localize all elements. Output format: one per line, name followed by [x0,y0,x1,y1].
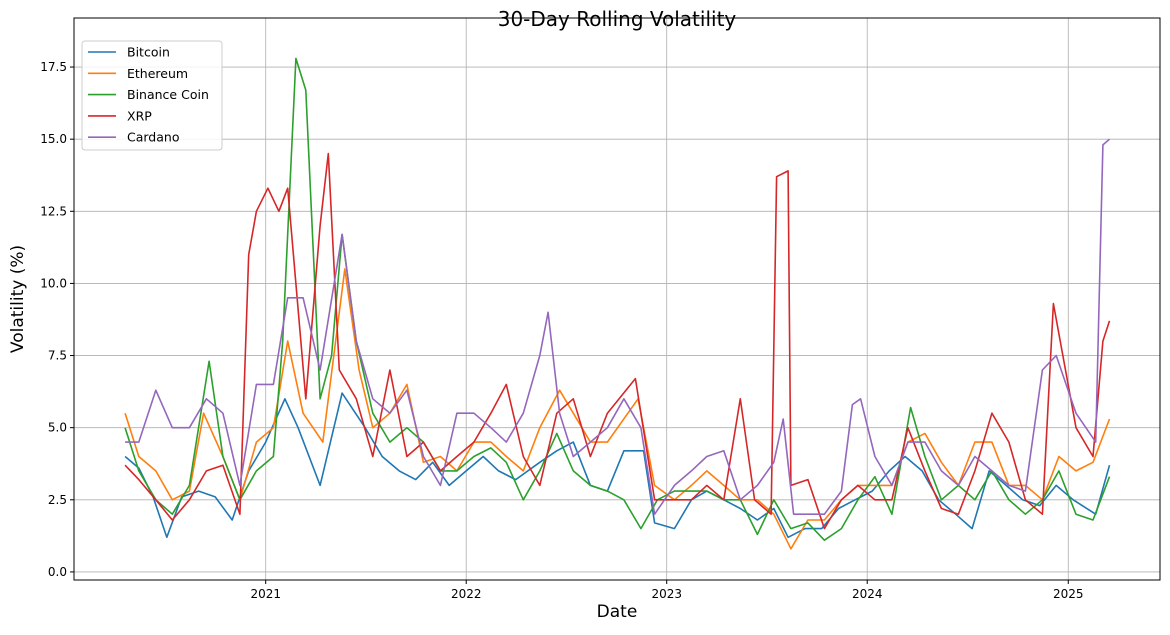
legend-label: Binance Coin [127,87,209,102]
legend-box [81,40,223,151]
chart-title: 30-Day Rolling Volatility [498,7,737,31]
y-tick-label: 12.5 [40,204,67,218]
legend: Bitcoin Ethereum Binance Coin XRP Cardano [81,40,223,151]
plot-frame [73,17,1161,581]
x-tick-label: 2024 [852,587,883,601]
legend-label: Ethereum [127,66,188,81]
y-tick-label: 15.0 [40,132,67,146]
y-tick-label: 17.5 [40,60,67,74]
series-lines [124,57,1111,550]
x-tick-label: 2022 [451,587,482,601]
series-line-bitcoin [124,392,1111,539]
x-tick-label: 2023 [651,587,682,601]
y-tick-label: 10.0 [40,276,67,290]
series-line-cardano [125,138,1111,515]
x-tick-label: 2021 [250,587,281,601]
series-line-binance-coin [124,57,1111,541]
axis-ticks: 2021 2022 2023 2024 2025 0.0 2.5 5.0 7.5 10.0 12.5… [40,60,1083,601]
x-tick-label: 2025 [1053,587,1084,601]
y-tick-label: 0.0 [48,565,67,579]
y-axis-label: Volatility (%) [8,245,28,353]
y-tick-label: 2.5 [48,493,67,507]
series-line-ethereum [124,268,1111,550]
series-line-xrp [124,152,1111,530]
grid [74,18,1160,580]
legend-label: Bitcoin [127,45,170,60]
y-tick-label: 5.0 [48,421,67,435]
y-tick-label: 7.5 [48,349,67,363]
legend-label: XRP [127,108,152,123]
x-axis-label: Date [597,602,638,622]
legend-label: Cardano [127,130,179,145]
